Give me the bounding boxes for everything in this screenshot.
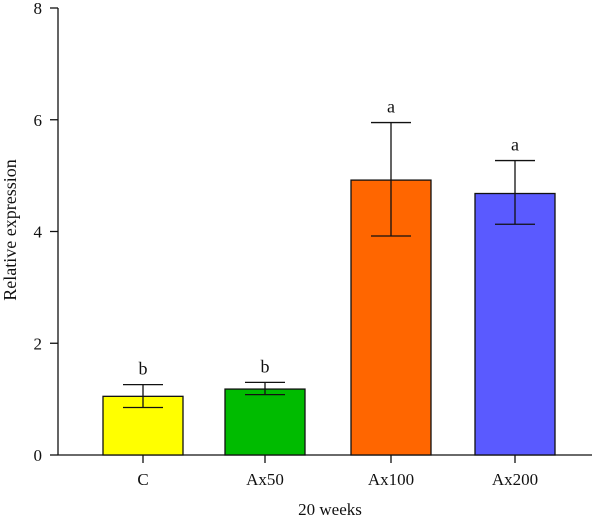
y-tick-label: 2: [34, 334, 43, 353]
y-tick-label: 4: [34, 223, 43, 242]
y-axis: 0 2 4 6 8: [34, 0, 59, 465]
x-tick-label: C: [137, 470, 148, 489]
error-bars-group: [123, 121, 535, 409]
bar: [474, 192, 556, 456]
y-tick-label: 6: [34, 111, 43, 130]
bar: [224, 388, 306, 456]
x-axis: C Ax50 Ax100 Ax200: [58, 454, 592, 489]
significance-label: a: [387, 97, 395, 117]
significance-labels-group: b b a a: [139, 97, 520, 379]
y-tick-label: 8: [34, 0, 43, 18]
y-tick-label: 0: [34, 446, 43, 465]
y-axis-title: Relative expression: [0, 159, 20, 300]
bars-group: [102, 179, 556, 456]
x-axis-title: 20 weeks: [298, 500, 362, 517]
significance-label: a: [511, 135, 519, 155]
significance-label: b: [139, 359, 148, 379]
x-tick-label: Ax50: [246, 470, 284, 489]
x-tick-label: Ax100: [368, 470, 414, 489]
x-tick-label: Ax200: [492, 470, 538, 489]
significance-label: b: [261, 356, 270, 376]
